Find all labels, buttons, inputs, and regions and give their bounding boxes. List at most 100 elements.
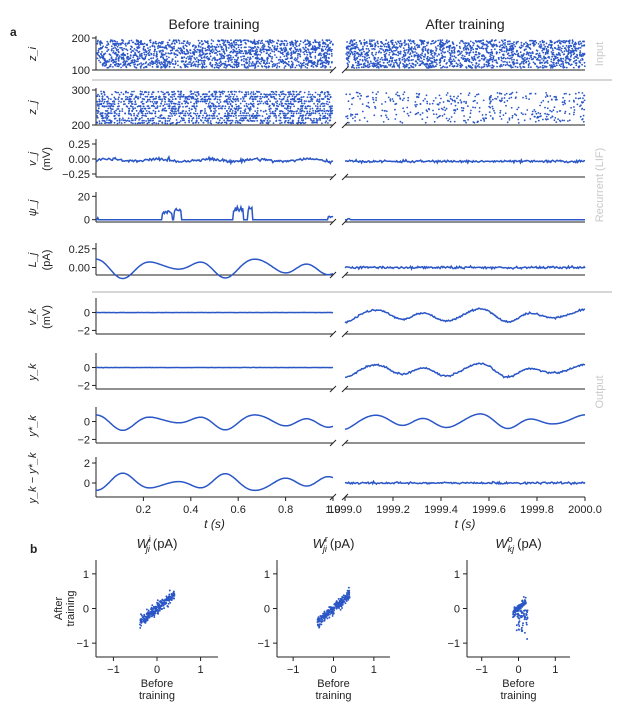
spike bbox=[324, 51, 326, 54]
spike bbox=[120, 91, 123, 94]
spike bbox=[159, 98, 162, 101]
spike bbox=[234, 110, 237, 113]
spike bbox=[223, 41, 226, 44]
spike bbox=[374, 44, 377, 47]
spike bbox=[234, 43, 236, 46]
spike bbox=[525, 53, 528, 56]
spike bbox=[116, 122, 119, 125]
spike bbox=[443, 47, 445, 49]
spike bbox=[294, 46, 296, 49]
spike bbox=[323, 105, 326, 107]
spike bbox=[239, 102, 242, 105]
spike bbox=[96, 100, 99, 103]
spike bbox=[143, 51, 146, 54]
spike bbox=[321, 90, 323, 93]
spike bbox=[97, 51, 100, 54]
spike bbox=[295, 45, 298, 48]
spike bbox=[440, 52, 443, 55]
spike bbox=[115, 58, 117, 61]
spike bbox=[212, 40, 215, 42]
spike bbox=[467, 118, 469, 121]
spike bbox=[473, 55, 476, 58]
spike bbox=[185, 48, 188, 51]
spike bbox=[448, 118, 451, 120]
spike bbox=[154, 48, 156, 51]
spike bbox=[162, 91, 164, 94]
spike bbox=[351, 41, 354, 43]
spike bbox=[492, 55, 495, 58]
spike bbox=[477, 93, 480, 95]
spike bbox=[405, 43, 408, 46]
spike bbox=[547, 46, 549, 48]
spike bbox=[569, 56, 572, 58]
spike bbox=[107, 107, 110, 110]
spike bbox=[450, 52, 452, 54]
spike bbox=[213, 46, 216, 48]
spike bbox=[496, 92, 499, 94]
spike bbox=[240, 107, 242, 109]
spike bbox=[465, 42, 468, 45]
spike bbox=[352, 44, 354, 47]
spike bbox=[200, 56, 203, 59]
spike bbox=[415, 52, 418, 55]
spike bbox=[313, 95, 315, 98]
spike bbox=[530, 56, 533, 59]
spike bbox=[159, 105, 162, 107]
spike bbox=[489, 102, 491, 105]
spike bbox=[141, 98, 144, 100]
spike bbox=[397, 40, 399, 43]
spike bbox=[390, 40, 393, 43]
spike bbox=[151, 96, 153, 98]
spike bbox=[295, 58, 298, 61]
spike bbox=[564, 102, 566, 105]
spike bbox=[305, 63, 307, 65]
spike bbox=[127, 41, 130, 44]
spike bbox=[361, 47, 364, 50]
spike bbox=[178, 93, 181, 96]
spike bbox=[212, 50, 215, 52]
spike bbox=[172, 112, 175, 115]
spike bbox=[126, 98, 129, 100]
spike bbox=[233, 93, 236, 96]
spike bbox=[232, 96, 235, 98]
spike bbox=[304, 43, 307, 46]
spike bbox=[330, 61, 333, 64]
spike bbox=[263, 60, 266, 62]
spike bbox=[141, 56, 144, 59]
spike bbox=[452, 52, 454, 54]
spike bbox=[101, 51, 103, 53]
spike bbox=[305, 107, 308, 110]
spike bbox=[259, 97, 261, 100]
spike bbox=[214, 112, 216, 114]
spike bbox=[112, 51, 115, 54]
spike bbox=[377, 51, 380, 54]
spike bbox=[545, 118, 548, 121]
spike bbox=[146, 112, 149, 115]
spike bbox=[230, 56, 232, 59]
spike bbox=[511, 46, 514, 48]
spike bbox=[161, 62, 164, 65]
spike bbox=[165, 44, 167, 47]
spike bbox=[426, 60, 429, 62]
spike bbox=[562, 60, 564, 63]
spike bbox=[575, 62, 578, 65]
spike bbox=[389, 99, 392, 102]
spike bbox=[295, 40, 297, 43]
spike bbox=[363, 41, 366, 44]
spike bbox=[141, 122, 144, 124]
spike bbox=[155, 95, 158, 98]
spike bbox=[138, 117, 141, 120]
spike bbox=[279, 116, 282, 119]
spike bbox=[154, 97, 157, 100]
spike bbox=[549, 39, 552, 42]
spike bbox=[313, 117, 315, 120]
spike bbox=[129, 100, 131, 103]
spike bbox=[190, 55, 193, 58]
spike bbox=[487, 63, 490, 66]
spike bbox=[393, 44, 396, 46]
spike bbox=[139, 96, 142, 98]
spike bbox=[305, 51, 308, 54]
spike bbox=[255, 56, 257, 59]
spike bbox=[185, 60, 188, 63]
spike bbox=[525, 97, 528, 100]
